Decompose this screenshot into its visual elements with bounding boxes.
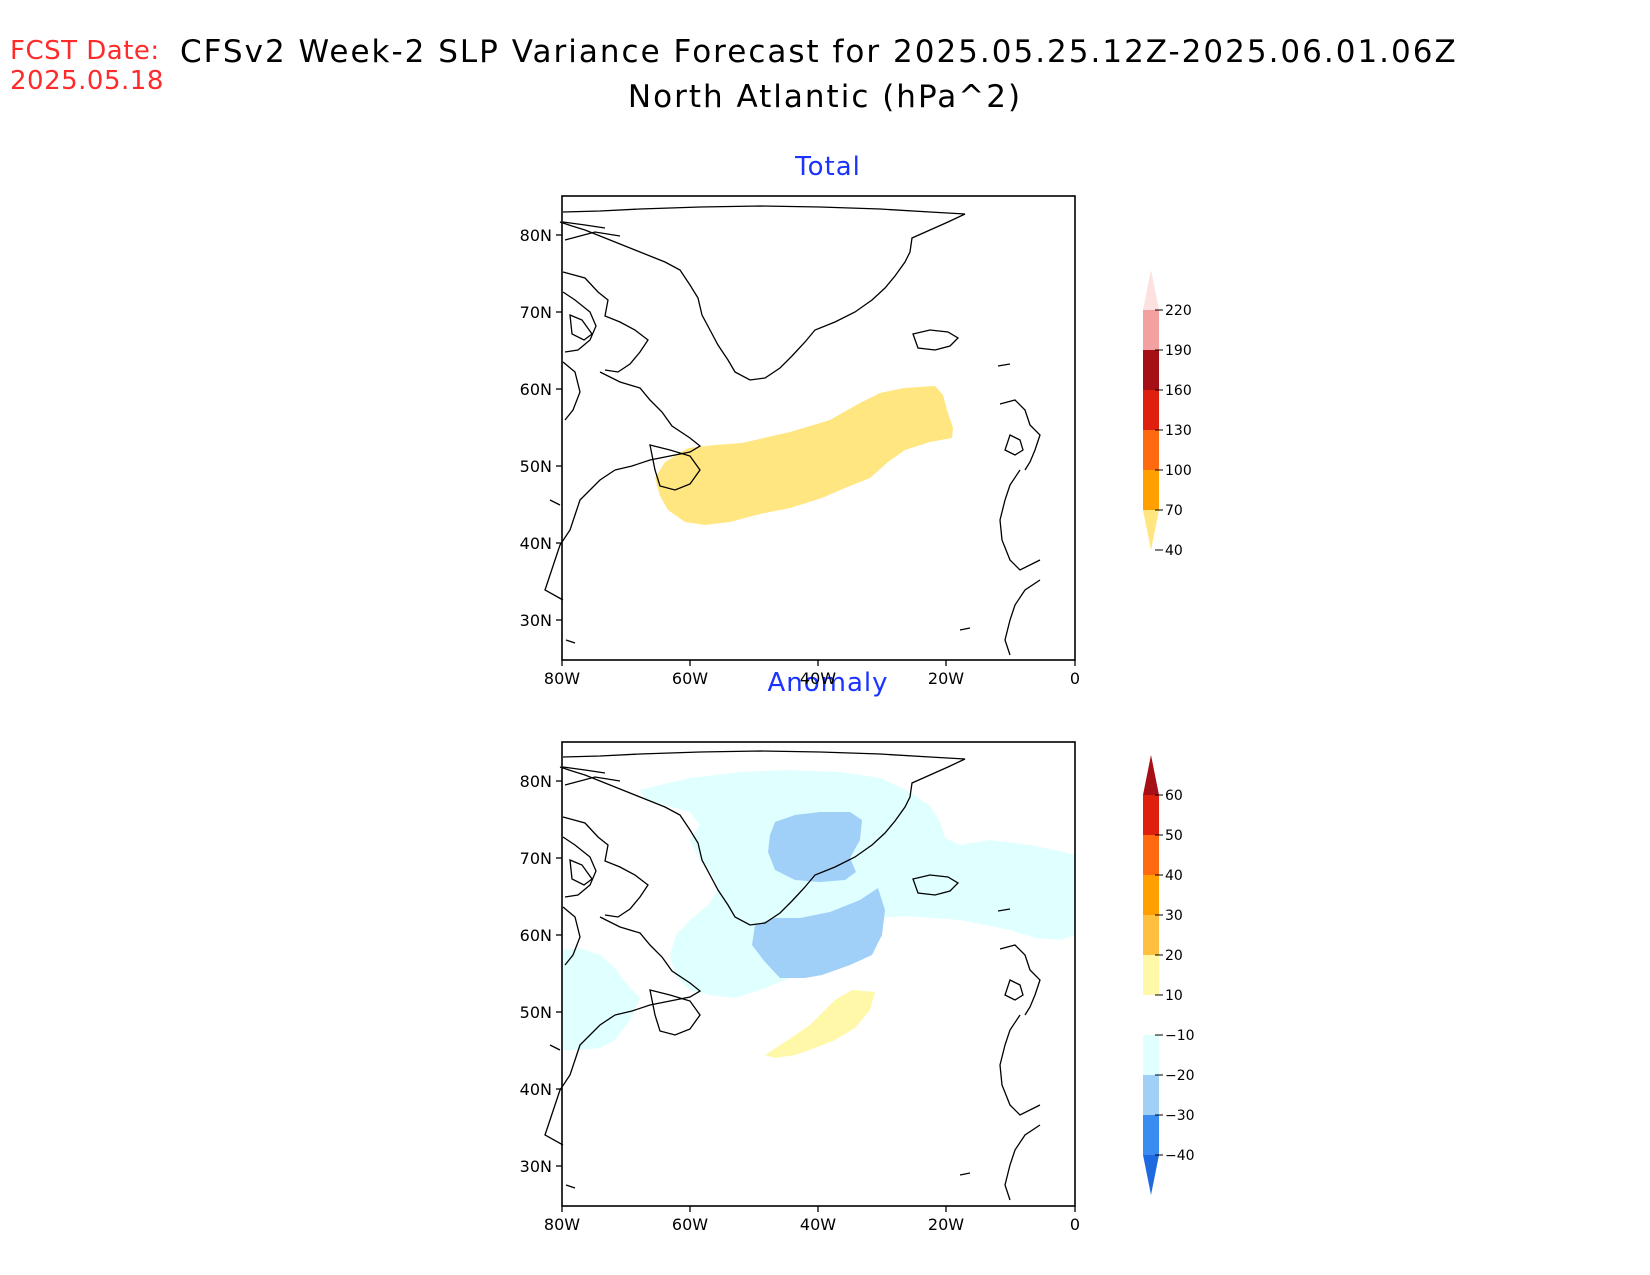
anomaly-fill-minus20-minus30-south [752,888,885,978]
total-coastlines [544,205,1041,656]
anomaly-colorbar-bottom-arrow [1143,1155,1159,1195]
total-lat-40n: 40N [520,534,552,553]
anomaly-lat-40n: 40N [520,1080,552,1099]
anomaly-lon-20w: 20W [928,1215,964,1234]
anomaly-colorbar-label: −10 [1165,1028,1195,1044]
total-lon-60w: 60W [672,669,708,688]
fcst-date: 2025.05.18 [10,66,164,96]
anomaly-colorbar: 60 50 40 30 20 10 −10 −20 −30 −40 [1143,755,1195,1195]
total-fill-40-70 [655,386,953,525]
anomaly-colorbar-swatch [1143,955,1159,995]
anomaly-colorbar-label: −40 [1165,1148,1195,1164]
anomaly-lat-60n: 60N [520,926,552,945]
total-map-frame [544,195,1076,661]
anomaly-colorbar-swatch [1143,875,1159,915]
anomaly-lat-labels: 80N 70N 60N 50N 40N 30N [520,772,552,1176]
total-colorbar-label: 130 [1165,423,1192,439]
anomaly-lat-30n: 30N [520,1157,552,1176]
total-lat-80n: 80N [520,226,552,245]
anomaly-colorbar-label: 50 [1165,828,1183,844]
anomaly-map [544,741,1076,1207]
total-lat-labels: 80N 70N 60N 50N 40N 30N [520,226,552,630]
total-lat-60n: 60N [520,380,552,399]
fcst-date-block: FCST Date: 2025.05.18 [10,36,164,96]
anomaly-colorbar-label: 30 [1165,908,1183,924]
anomaly-coastlines [544,750,1041,1201]
total-lon-20w: 20W [928,669,964,688]
anomaly-fill-minus20-minus30-north [768,812,862,882]
panel-title-anomaly: Anomaly [767,668,889,698]
anomaly-fill-minus10-west [562,948,640,1050]
anomaly-colorbar-top-arrow [1143,755,1159,795]
total-colorbar-label: 40 [1165,543,1183,559]
fcst-label: FCST Date: [10,36,160,66]
total-colorbar-label: 190 [1165,343,1192,359]
anomaly-lat-50n: 50N [520,1003,552,1022]
anomaly-colorbar-label: 20 [1165,948,1183,964]
total-colorbar-top-arrow [1143,270,1159,310]
total-colorbar-label: 160 [1165,383,1192,399]
anomaly-colorbar-swatch [1143,995,1159,1035]
total-colorbar-bottom-arrow [1143,510,1159,550]
anomaly-colorbar-swatch [1143,1035,1159,1075]
total-colorbar-swatch [1143,470,1159,510]
anomaly-lat-70n: 70N [520,849,552,868]
anomaly-fill-10-20 [765,990,875,1058]
anomaly-colorbar-label: 40 [1165,868,1183,884]
anomaly-colorbar-swatch [1143,795,1159,835]
anomaly-colorbar-label: 10 [1165,988,1183,1004]
anomaly-colorbar-label: −20 [1165,1068,1195,1084]
title-line-2: North Atlantic (hPa^2) [627,79,1023,115]
total-colorbar: 220 190 160 130 100 70 40 [1143,270,1192,559]
anomaly-ticks [556,780,1076,1212]
anomaly-colorbar-swatch [1143,1115,1159,1155]
title-line-1: CFSv2 Week-2 SLP Variance Forecast for 2… [180,34,1458,70]
total-colorbar-swatch [1143,430,1159,470]
total-colorbar-label: 220 [1165,303,1192,319]
anomaly-colorbar-swatch [1143,1075,1159,1115]
anomaly-lon-80w: 80W [544,1215,580,1234]
anomaly-colorbar-swatch [1143,835,1159,875]
total-colorbar-label: 100 [1165,463,1192,479]
total-lon-0: 0 [1070,669,1080,688]
anomaly-colorbar-label: 60 [1165,788,1183,804]
total-lon-40w: 40W [800,669,836,688]
anomaly-lon-60w: 60W [672,1215,708,1234]
anomaly-lat-80n: 80N [520,772,552,791]
total-lat-70n: 70N [520,303,552,322]
total-lat-30n: 30N [520,611,552,630]
anomaly-fill-minus10-minus20 [640,770,1075,998]
total-lat-50n: 50N [520,457,552,476]
total-colorbar-swatch [1143,350,1159,390]
anomaly-colorbar-swatch [1143,915,1159,955]
anomaly-lon-0: 0 [1070,1215,1080,1234]
total-colorbar-swatch [1143,310,1159,350]
anomaly-lon-40w: 40W [800,1215,836,1234]
total-lon-80w: 80W [544,669,580,688]
total-colorbar-label: 70 [1165,503,1183,519]
anomaly-colorbar-label: −30 [1165,1108,1195,1124]
total-colorbar-swatch [1143,390,1159,430]
panel-title-total: Total [795,152,861,182]
total-lon-labels: 80W 60W 40W 20W 0 [544,669,1080,688]
anomaly-lon-labels: 80W 60W 40W 20W 0 [544,1215,1080,1234]
total-ticks [556,234,1076,666]
